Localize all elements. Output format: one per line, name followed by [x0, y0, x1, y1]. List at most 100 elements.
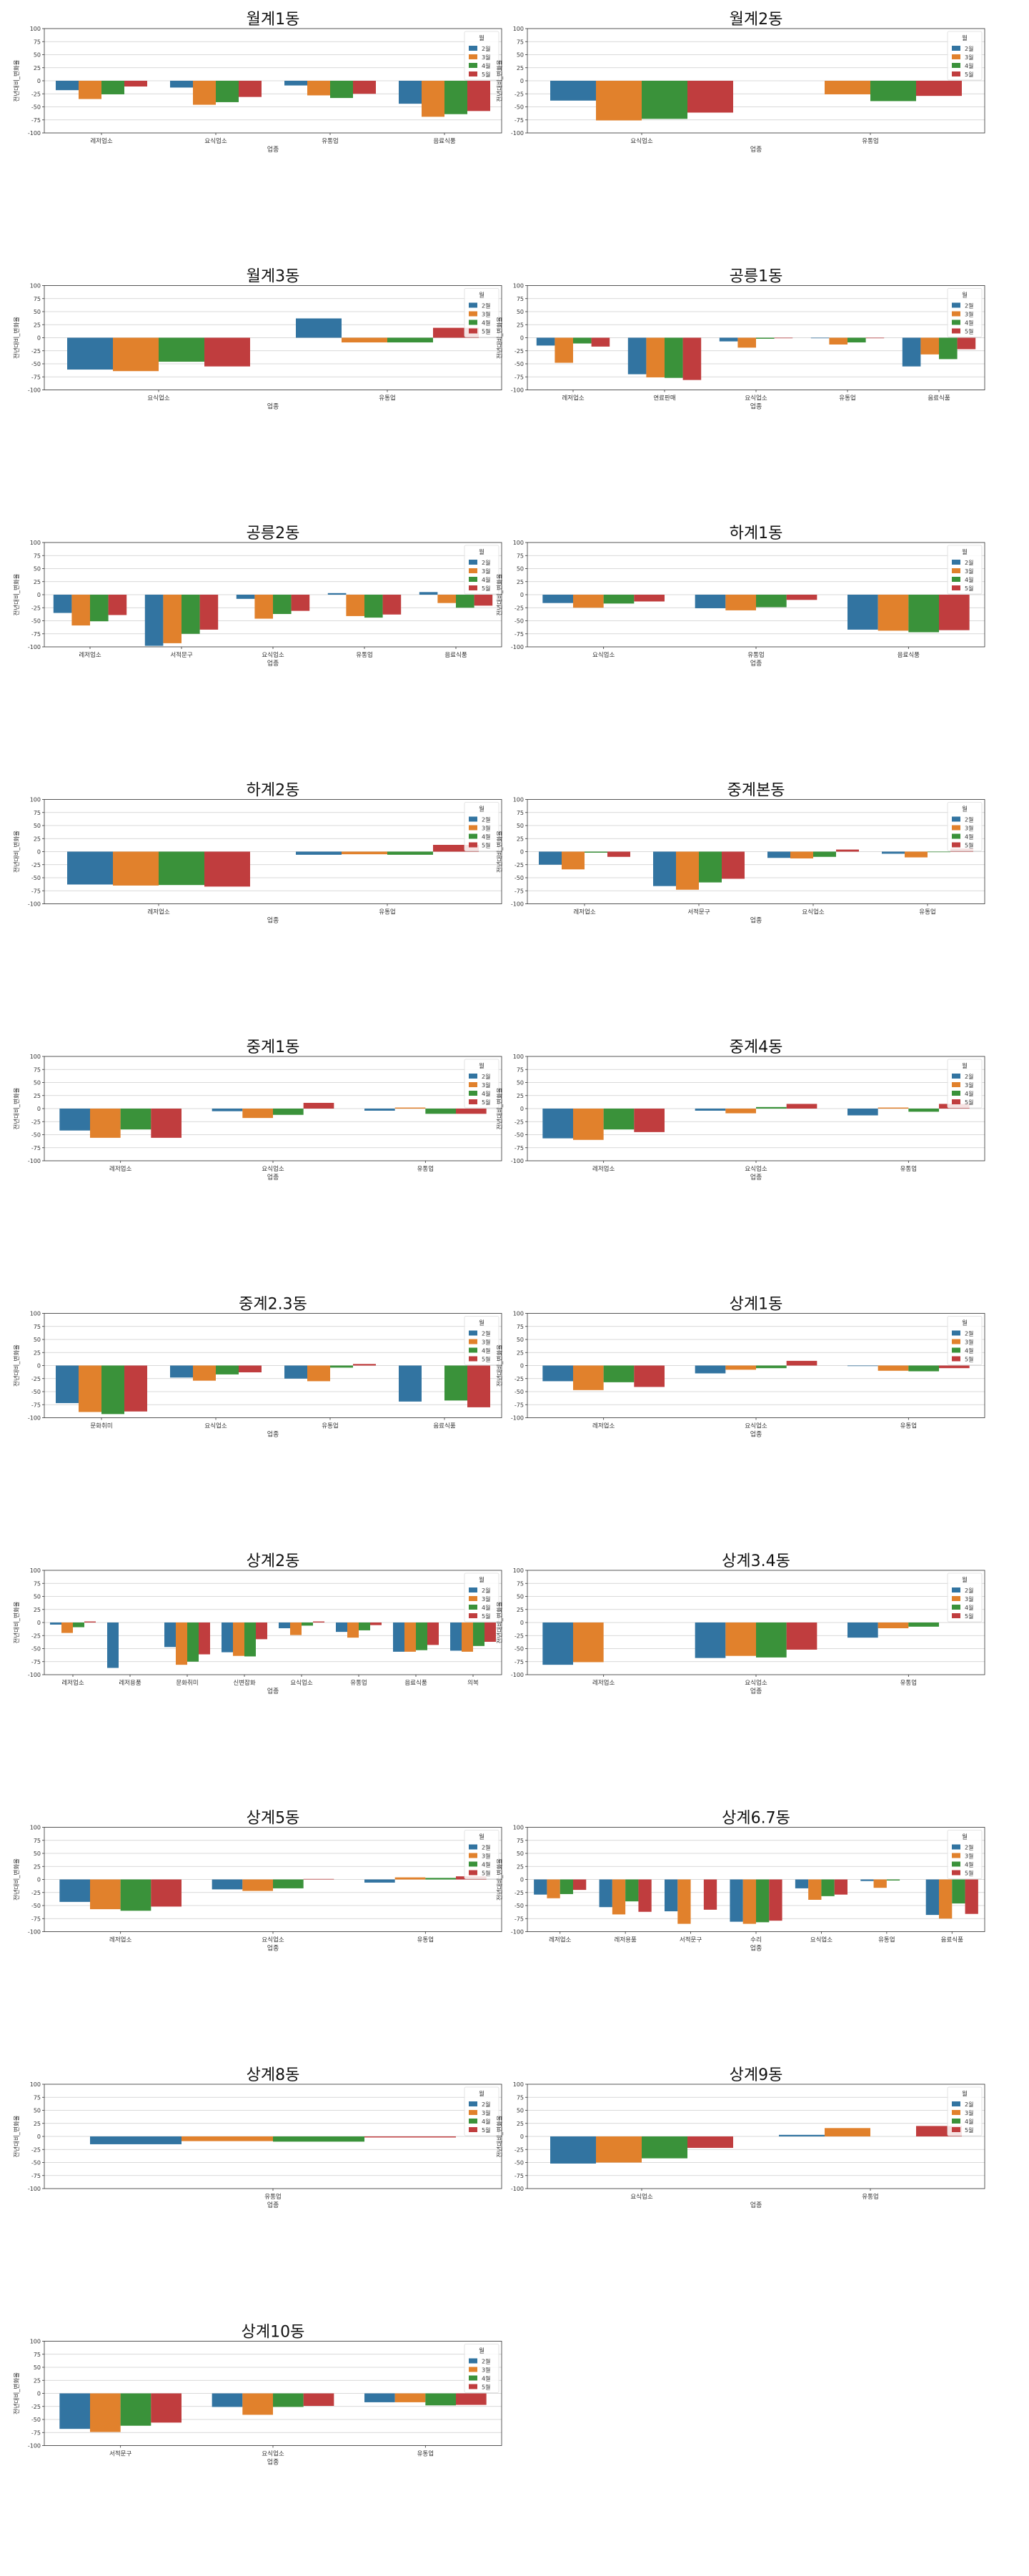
y-tick-label: 25 — [34, 1607, 41, 1613]
chart-title: 상계9동 — [730, 2066, 783, 2084]
bar — [56, 81, 79, 90]
x-axis-label: 업종 — [267, 660, 279, 668]
bar — [182, 595, 200, 634]
y-tick-label: 50 — [34, 1080, 41, 1086]
bar — [200, 595, 219, 630]
y-tick-label: 100 — [30, 1311, 41, 1317]
y-tick-label: 0 — [520, 1877, 524, 1883]
legend-swatch — [952, 312, 960, 317]
legend-entry: 5월 — [482, 1870, 490, 1877]
y-tick-label: 75 — [517, 2094, 524, 2101]
y-tick-label: 100 — [513, 1311, 524, 1317]
bar — [292, 595, 310, 611]
y-tick-label: 0 — [37, 849, 41, 856]
legend-entry: 2월 — [965, 2101, 973, 2108]
y-tick-label: 25 — [517, 1863, 524, 1870]
bar — [364, 1109, 395, 1111]
bar — [422, 81, 444, 117]
bar — [216, 81, 239, 102]
x-tick-label: 요식업소 — [290, 1680, 312, 1687]
bar — [233, 1623, 244, 1656]
bar — [242, 2394, 273, 2415]
bar — [878, 595, 909, 630]
y-tick-label: 50 — [517, 1080, 524, 1086]
chart-title: 중계4동 — [730, 1039, 783, 1056]
legend-swatch — [469, 1853, 477, 1858]
x-tick-label: 레저업소 — [90, 138, 112, 145]
bar — [484, 1623, 496, 1642]
x-tick-label: 서적문구 — [170, 651, 192, 659]
x-axis-label: 업종 — [267, 2201, 279, 2209]
y-tick-label: -50 — [31, 618, 41, 625]
y-tick-label: 50 — [34, 566, 41, 573]
bar — [878, 1623, 909, 1628]
chart-title: 하계2동 — [247, 782, 300, 800]
y-tick-label: 50 — [34, 2364, 41, 2371]
legend-entry: 3월 — [482, 54, 490, 61]
legend-swatch — [469, 2384, 477, 2389]
bar — [725, 595, 756, 610]
y-axis-label: 전년대비_변화율 — [496, 1601, 504, 1643]
legend-swatch — [469, 329, 477, 334]
chart-title: 중계2.3동 — [239, 1296, 307, 1314]
y-tick-label: 0 — [37, 2391, 41, 2397]
legend-swatch — [952, 1091, 960, 1096]
bar — [704, 1880, 717, 1910]
y-tick-label: -100 — [28, 901, 41, 908]
y-tick-label: 75 — [517, 553, 524, 559]
legend-entry: 5월 — [482, 328, 490, 335]
bar — [304, 1103, 334, 1109]
y-tick-label: 0 — [520, 592, 524, 598]
bar — [939, 595, 970, 630]
legend-entry: 5월 — [482, 1099, 490, 1106]
bar — [467, 1366, 490, 1407]
bar — [395, 1878, 426, 1880]
bar — [847, 1109, 878, 1115]
bar — [290, 1623, 302, 1635]
bar — [628, 338, 647, 375]
bar — [847, 338, 866, 343]
legend-entry: 5월 — [965, 1613, 973, 1620]
legend-entry: 5월 — [482, 1613, 490, 1620]
legend-entry: 5월 — [965, 585, 973, 592]
legend-entry: 5월 — [965, 1099, 973, 1106]
y-tick-label: 75 — [34, 810, 41, 816]
bar — [596, 81, 642, 120]
y-tick-label: 75 — [34, 39, 41, 45]
y-tick-label: -50 — [514, 2160, 524, 2166]
bar — [550, 2136, 596, 2164]
y-tick-label: 25 — [517, 1607, 524, 1613]
y-tick-label: 0 — [37, 592, 41, 598]
bar — [151, 1109, 182, 1138]
legend-entry: 5월 — [482, 2384, 490, 2391]
legend-entry: 2월 — [965, 45, 973, 52]
legend-entry: 5월 — [482, 71, 490, 78]
bar — [296, 318, 342, 337]
bar — [542, 595, 573, 603]
legend-swatch — [469, 1339, 477, 1344]
bar — [653, 852, 676, 886]
x-axis-label: 업종 — [267, 2459, 279, 2467]
bar — [456, 595, 474, 608]
y-tick-label: 25 — [34, 836, 41, 842]
bar — [939, 1880, 952, 1919]
bar — [887, 1880, 900, 1881]
bar — [462, 1623, 473, 1652]
x-tick-label: 레저용품 — [119, 1680, 141, 1687]
legend-entry: 4월 — [965, 2118, 973, 2125]
legend-entry: 5월 — [965, 328, 973, 335]
legend-entry: 4월 — [482, 319, 490, 327]
bar — [539, 852, 562, 865]
legend-swatch — [469, 312, 477, 317]
y-tick-label: 25 — [517, 1349, 524, 1356]
legend-swatch — [952, 1082, 960, 1087]
bar — [336, 1623, 347, 1632]
y-tick-label: -50 — [31, 875, 41, 881]
legend-swatch — [469, 1862, 477, 1867]
legend-entry: 5월 — [482, 2126, 490, 2134]
legend-entry: 3월 — [482, 825, 490, 832]
legend-title: 월 — [479, 548, 484, 556]
y-tick-label: 75 — [34, 1838, 41, 1844]
